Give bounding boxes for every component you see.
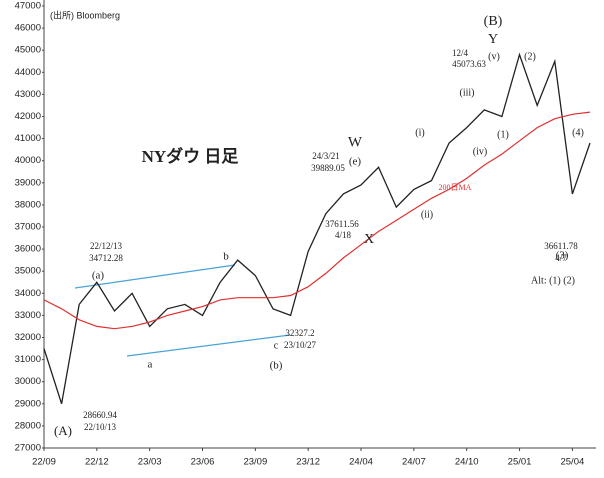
y-tick-label: 40000 (15, 155, 41, 166)
annotation: 4/18 (335, 230, 352, 240)
annotation: 4/7 (555, 253, 567, 263)
y-tick-label: 39000 (15, 177, 41, 188)
annotation: (b) (270, 360, 283, 372)
x-tick-label: 23/03 (138, 457, 162, 468)
annotation: Y (488, 32, 498, 47)
annotation: (e) (349, 156, 362, 168)
trend-line (126, 334, 291, 357)
y-tick-label: 30000 (15, 376, 41, 387)
y-tick-label: 47000 (15, 1, 41, 12)
x-tick-label: 24/07 (402, 457, 426, 468)
annotation: 22/12/13 (90, 241, 123, 251)
annotation: (ii) (421, 209, 433, 220)
annotation: b (223, 251, 229, 263)
annotation: 37611.56 (325, 219, 359, 229)
annotation: (A) (54, 423, 72, 438)
y-tick-label: 41000 (15, 133, 41, 144)
source: (出所) Bloomberg (50, 9, 120, 20)
annotation: c (274, 340, 279, 351)
y-tick-label: 38000 (15, 199, 41, 210)
x-tick-label: 23/06 (191, 457, 215, 468)
annotation: 34712.28 (89, 253, 123, 263)
y-tick-label: 36000 (15, 244, 41, 255)
annotation: (iii) (460, 87, 475, 98)
annotation: (v) (488, 51, 500, 62)
annotation: 32327.2 (285, 328, 314, 338)
y-tick-label: 33000 (15, 310, 41, 321)
chart-title: NYダウ 日足 (142, 146, 239, 166)
annotation: 45073.63 (452, 59, 486, 69)
annotation: 39889.05 (311, 163, 345, 173)
trend-line (74, 264, 236, 289)
y-tick-label: 44000 (15, 67, 41, 78)
annotation: 12/4 (452, 48, 469, 58)
annotation: 23/10/27 (284, 340, 317, 350)
x-tick-label: 25/04 (560, 457, 584, 468)
y-tick-label: 31000 (15, 354, 41, 365)
annotation: 28660.94 (83, 410, 117, 420)
y-tick-label: 27000 (15, 443, 41, 454)
annotation: (1) (497, 129, 509, 140)
x-tick-label: 24/10 (455, 457, 479, 468)
annotation: (3) (556, 250, 569, 262)
annotation: 22/10/13 (84, 422, 117, 432)
annotation: (a) (92, 270, 105, 282)
y-tick-label: 35000 (15, 266, 41, 277)
annotation: (iv) (473, 146, 487, 157)
x-tick-label: 22/12 (85, 457, 109, 468)
x-tick-label: 25/01 (508, 457, 532, 468)
y-tick-label: 37000 (15, 222, 41, 233)
annotation: 36611.78 (544, 241, 578, 251)
annotation: a (148, 359, 153, 371)
annotation: (4) (572, 127, 584, 138)
series-line (43, 52, 591, 404)
x-tick-label: 22/09 (32, 457, 56, 468)
annotation: Alt: (1) (2) (531, 275, 575, 286)
y-tick-label: 45000 (15, 45, 41, 56)
x-tick-label: 23/12 (296, 457, 320, 468)
y-tick-label: 28000 (15, 420, 41, 431)
annotation: (i) (415, 127, 424, 138)
y-tick-label: 29000 (15, 398, 41, 409)
series-line (43, 111, 591, 330)
y-tick-label: 42000 (15, 111, 41, 122)
x-tick-label: 24/04 (349, 457, 373, 468)
y-tick-label: 46000 (15, 23, 41, 34)
x-tick-label: 23/09 (243, 457, 267, 468)
annotation: 24/3/21 (312, 151, 340, 161)
y-tick-label: 32000 (15, 332, 41, 343)
y-tick-label: 43000 (15, 89, 41, 100)
series-label: 200日MA (439, 183, 472, 192)
y-tick-label: 34000 (15, 288, 41, 299)
annotation: (2) (524, 51, 536, 62)
annotation: X (364, 232, 374, 247)
annotation: (B) (484, 14, 503, 29)
annotation: W (348, 134, 363, 150)
